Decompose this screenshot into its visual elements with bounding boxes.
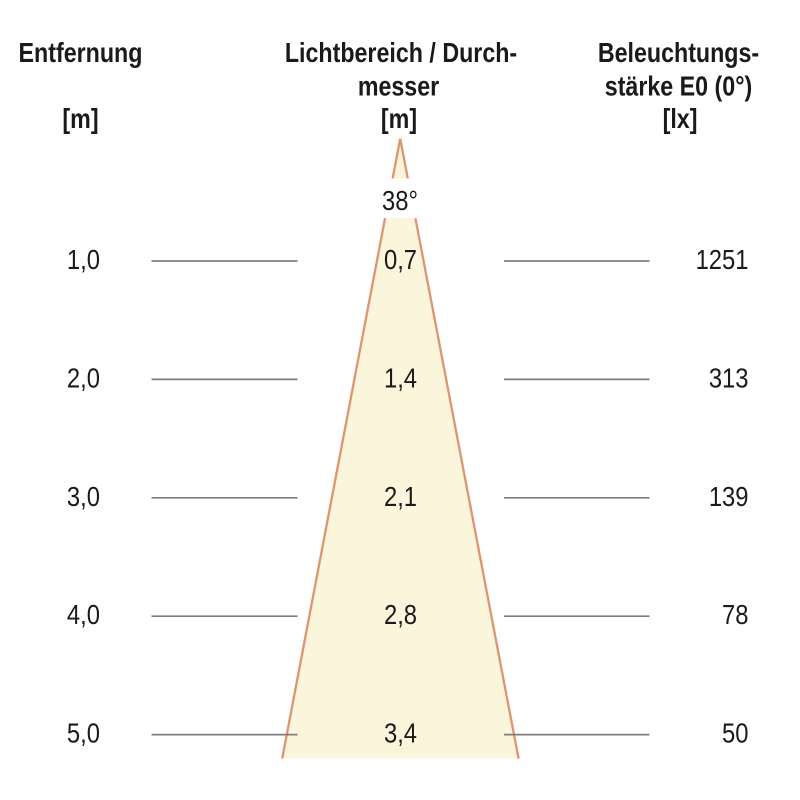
svg-text:2,1: 2,1 [384,480,417,512]
svg-text:313: 313 [709,362,749,394]
svg-text:2,8: 2,8 [384,598,417,630]
svg-text:78: 78 [722,598,748,630]
svg-text:Beleuchtungs-: Beleuchtungs- [598,38,759,68]
svg-text:Lichtbereich / Durch-: Lichtbereich / Durch- [285,38,517,68]
svg-text:1,0: 1,0 [67,243,100,275]
svg-text:0,7: 0,7 [384,243,417,275]
svg-text:1,4: 1,4 [384,362,417,394]
svg-text:5,0: 5,0 [67,717,100,749]
svg-text:1251: 1251 [696,243,749,275]
svg-text:Entfernung: Entfernung [19,38,143,68]
svg-text:messer: messer [358,72,439,102]
svg-text:3,4: 3,4 [384,717,417,749]
svg-text:3,0: 3,0 [67,480,100,512]
svg-text:4,0: 4,0 [67,598,100,630]
svg-text:2,0: 2,0 [67,362,100,394]
svg-text:38°: 38° [382,184,418,216]
svg-text:139: 139 [709,480,749,512]
svg-text:[lx]: [lx] [663,104,698,134]
svg-text:stärke E0 (0°): stärke E0 (0°) [605,72,752,102]
svg-text:50: 50 [722,717,748,749]
svg-text:[m]: [m] [62,104,98,134]
svg-text:[m]: [m] [381,104,417,134]
